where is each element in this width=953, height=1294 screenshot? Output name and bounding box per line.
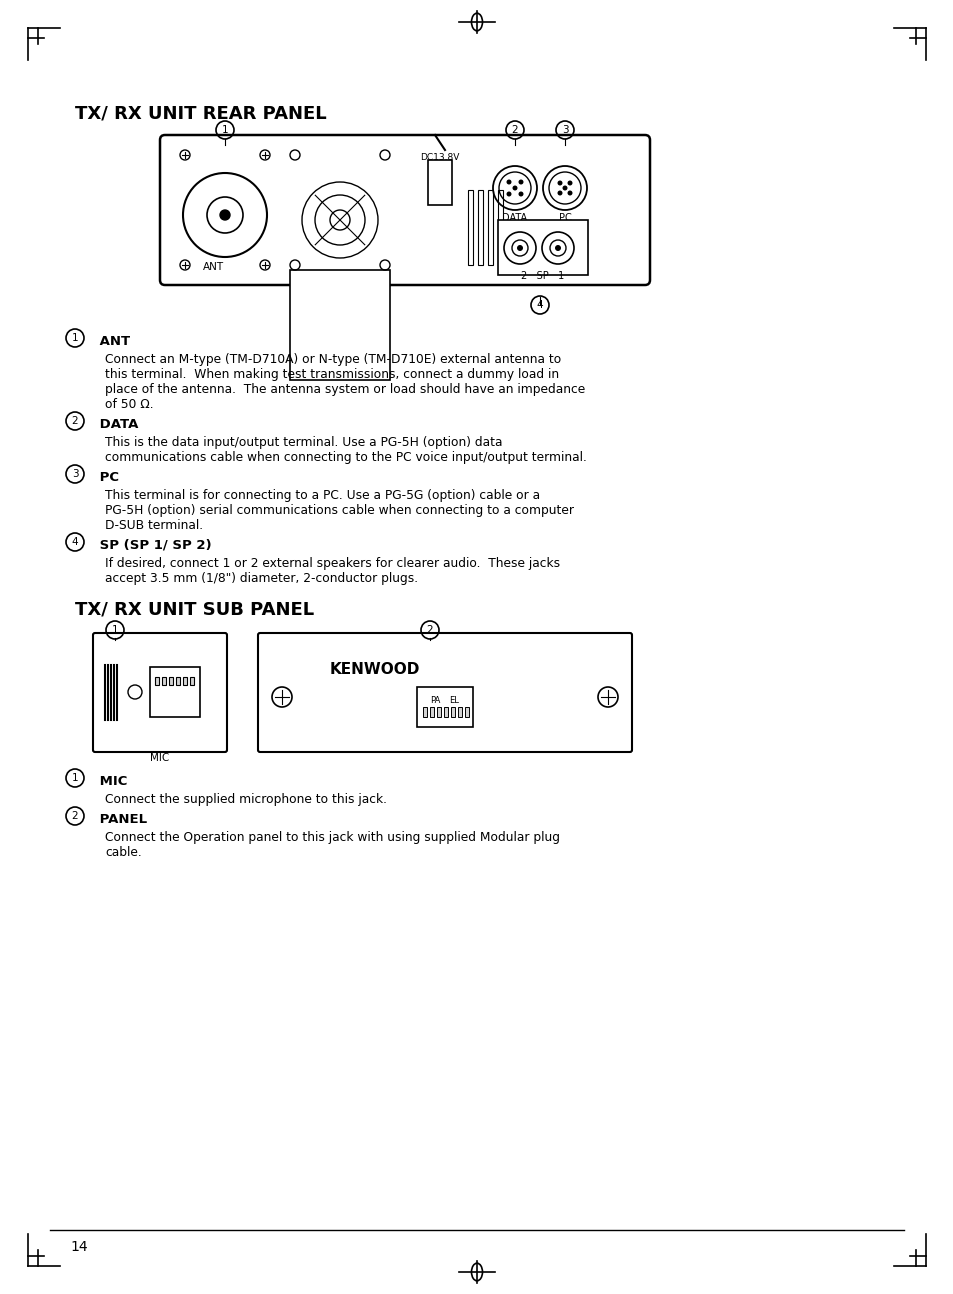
Text: PC: PC [95, 471, 119, 484]
Circle shape [512, 185, 517, 190]
Bar [150, 666, 200, 717]
Text: 1: 1 [71, 773, 78, 783]
Text: D-SUB terminal.: D-SUB terminal. [105, 519, 203, 532]
Text: accept 3.5 mm (1/8") diameter, 2-conductor plugs.: accept 3.5 mm (1/8") diameter, 2-conduct… [105, 572, 417, 585]
Bar [436, 707, 440, 717]
Circle shape [518, 180, 523, 185]
Text: PANEL: PANEL [95, 813, 147, 826]
Text: EL: EL [449, 696, 458, 705]
Text: PA: PA [430, 696, 440, 705]
Text: 2   SP   1: 2 SP 1 [521, 270, 564, 281]
Bar [497, 220, 587, 276]
Text: 2: 2 [426, 625, 433, 635]
Bar [468, 190, 473, 265]
Text: of 50 Ω.: of 50 Ω. [105, 399, 153, 411]
Text: KENWOOD: KENWOOD [330, 663, 420, 678]
Text: communications cable when connecting to the PC voice input/output terminal.: communications cable when connecting to … [105, 452, 586, 465]
Text: this terminal.  When making test transmissions, connect a dummy load in: this terminal. When making test transmis… [105, 367, 558, 380]
Bar [428, 160, 452, 204]
Text: TX/ RX UNIT SUB PANEL: TX/ RX UNIT SUB PANEL [75, 600, 314, 619]
Circle shape [220, 210, 230, 220]
Circle shape [567, 180, 572, 185]
Circle shape [506, 192, 511, 197]
Text: This is the data input/output terminal. Use a PG-5H (option) data: This is the data input/output terminal. … [105, 436, 502, 449]
Text: 3: 3 [71, 468, 78, 479]
Text: 14: 14 [70, 1240, 88, 1254]
Bar [464, 707, 469, 717]
Text: Connect the Operation panel to this jack with using supplied Modular plug: Connect the Operation panel to this jack… [105, 831, 559, 844]
Text: TX/ RX UNIT REAR PANEL: TX/ RX UNIT REAR PANEL [75, 105, 326, 123]
Text: MIC: MIC [151, 753, 170, 763]
Text: ANT: ANT [95, 335, 130, 348]
Text: 3: 3 [561, 126, 568, 135]
Text: If desired, connect 1 or 2 external speakers for clearer audio.  These jacks: If desired, connect 1 or 2 external spea… [105, 556, 559, 569]
Circle shape [517, 245, 522, 251]
FancyBboxPatch shape [257, 633, 631, 752]
Bar [169, 677, 172, 685]
Text: 2: 2 [71, 811, 78, 820]
Text: 2: 2 [71, 415, 78, 426]
Bar [497, 190, 502, 265]
Circle shape [567, 190, 572, 195]
Text: 1: 1 [112, 625, 118, 635]
Text: 4: 4 [71, 537, 78, 547]
Text: SP (SP 1/ SP 2): SP (SP 1/ SP 2) [95, 540, 212, 553]
Bar [451, 707, 455, 717]
Bar [422, 707, 427, 717]
Bar [457, 707, 461, 717]
FancyBboxPatch shape [92, 633, 227, 752]
Bar [190, 677, 193, 685]
Bar [443, 707, 448, 717]
Text: 1: 1 [71, 333, 78, 343]
Bar [416, 687, 473, 727]
Bar [488, 190, 493, 265]
Text: cable.: cable. [105, 846, 142, 859]
Bar [162, 677, 166, 685]
Text: DC13.8V: DC13.8V [420, 154, 459, 163]
Text: 1: 1 [221, 126, 228, 135]
Circle shape [557, 180, 562, 185]
Circle shape [555, 245, 560, 251]
Bar [477, 190, 482, 265]
Bar [154, 677, 159, 685]
Text: ANT: ANT [203, 261, 224, 272]
Text: Connect an M-type (TM-D710A) or N-type (TM-D710E) external antenna to: Connect an M-type (TM-D710A) or N-type (… [105, 353, 560, 366]
Text: place of the antenna.  The antenna system or load should have an impedance: place of the antenna. The antenna system… [105, 383, 584, 396]
Text: PC: PC [558, 214, 571, 223]
Text: DATA: DATA [502, 214, 527, 223]
Circle shape [518, 192, 523, 197]
Text: This terminal is for connecting to a PC. Use a PG-5G (option) cable or a: This terminal is for connecting to a PC.… [105, 489, 539, 502]
Bar [430, 707, 434, 717]
Text: PG-5H (option) serial communications cable when connecting to a computer: PG-5H (option) serial communications cab… [105, 503, 574, 518]
Text: Connect the supplied microphone to this jack.: Connect the supplied microphone to this … [105, 793, 387, 806]
Bar [290, 270, 390, 380]
Circle shape [506, 180, 511, 185]
Text: DATA: DATA [95, 418, 138, 431]
Text: MIC: MIC [95, 775, 128, 788]
Bar [183, 677, 187, 685]
Circle shape [557, 190, 562, 195]
Text: 4: 4 [537, 300, 543, 311]
FancyBboxPatch shape [160, 135, 649, 285]
Circle shape [562, 185, 567, 190]
Text: 2: 2 [511, 126, 517, 135]
Bar [175, 677, 180, 685]
